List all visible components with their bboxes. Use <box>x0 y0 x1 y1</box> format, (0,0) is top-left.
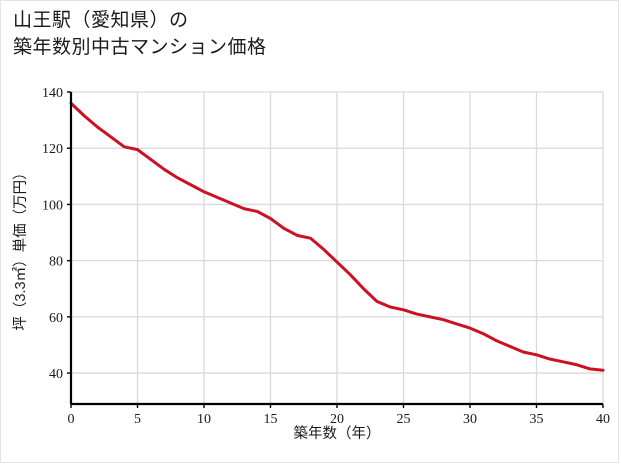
y-tick-labels: 40 60 80 100 120 140 <box>42 86 63 382</box>
x-tick-label: 20 <box>330 412 344 427</box>
y-tick-label: 80 <box>49 255 63 270</box>
x-tick-label: 40 <box>596 412 610 427</box>
price-line-series <box>69 101 605 372</box>
x-tick-label: 0 <box>68 412 75 427</box>
chart-title: 山王駅（愛知県）の 築年数別中古マンション価格 <box>13 10 267 58</box>
y-tick-label: 100 <box>42 198 63 213</box>
x-tick-label: 25 <box>397 412 411 427</box>
x-tick-label: 30 <box>463 412 477 427</box>
x-tick-label: 15 <box>264 412 278 427</box>
y-tick-label: 140 <box>42 86 63 101</box>
x-tick-label: 10 <box>197 412 211 427</box>
x-tick-labels: 0 5 10 15 20 25 30 35 40 <box>68 412 611 427</box>
x-tick-label: 5 <box>134 412 141 427</box>
x-tick-label: 35 <box>530 412 544 427</box>
y-axis-title: 坪（3.3㎡）単価（万円） <box>12 165 29 330</box>
y-tick-label: 40 <box>49 367 63 382</box>
grid-lines <box>71 91 604 404</box>
y-tick-label: 60 <box>49 311 63 326</box>
x-axis-title: 築年数（年） <box>294 424 381 442</box>
y-tick-label: 120 <box>42 142 63 157</box>
